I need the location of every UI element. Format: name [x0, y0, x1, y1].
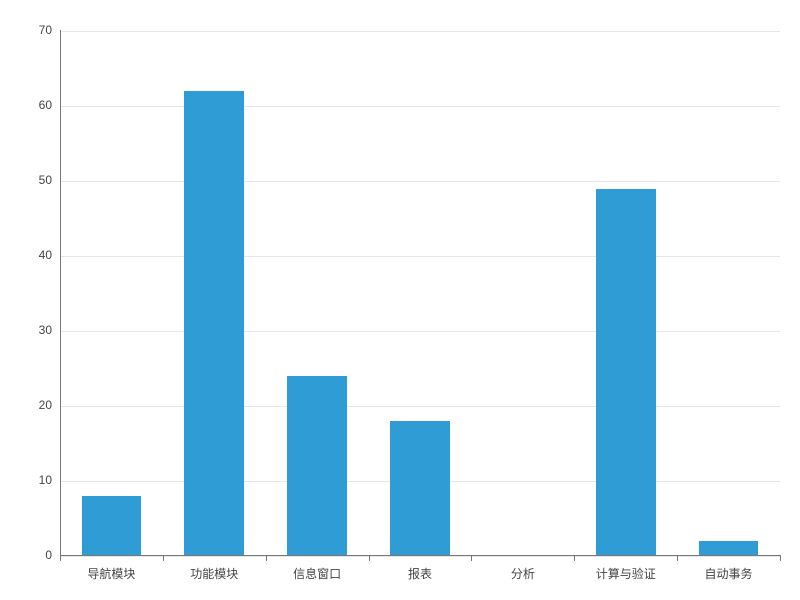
gridline — [60, 406, 780, 407]
x-tick-mark — [266, 555, 267, 561]
x-tick-label: 导航模块 — [87, 565, 135, 582]
gridline — [60, 181, 780, 182]
gridline — [60, 256, 780, 257]
x-tick-label: 计算与验证 — [596, 565, 656, 582]
bar — [184, 91, 244, 556]
x-tick-label: 自动事务 — [705, 565, 753, 582]
bar — [287, 376, 347, 556]
x-tick-label: 报表 — [408, 565, 432, 582]
y-tick-label: 30 — [0, 323, 52, 337]
bar — [596, 189, 656, 557]
y-tick-label: 50 — [0, 173, 52, 187]
x-tick-mark — [163, 555, 164, 561]
x-tick-label: 信息窗口 — [293, 565, 341, 582]
bar — [82, 496, 142, 556]
bar — [390, 421, 450, 556]
gridline — [60, 31, 780, 32]
x-tick-mark — [369, 555, 370, 561]
y-tick-label: 40 — [0, 248, 52, 262]
y-tick-label: 70 — [0, 23, 52, 37]
gridline — [60, 106, 780, 107]
gridline — [60, 331, 780, 332]
x-tick-mark — [60, 555, 61, 561]
x-tick-mark — [780, 555, 781, 561]
gridline — [60, 556, 780, 557]
x-tick-label: 分析 — [511, 565, 535, 582]
plot-area — [60, 30, 780, 556]
y-tick-label: 10 — [0, 473, 52, 487]
y-tick-label: 20 — [0, 398, 52, 412]
x-tick-mark — [574, 555, 575, 561]
bar — [699, 541, 759, 556]
x-tick-mark — [471, 555, 472, 561]
x-tick-mark — [677, 555, 678, 561]
bar-chart: 0 10 20 30 40 50 60 70 导航模块 功能模块 信息窗口 报表 分析 计算与验证 自动事… — [0, 0, 800, 600]
y-axis-line — [60, 30, 61, 555]
y-tick-label: 60 — [0, 98, 52, 112]
x-tick-label: 功能模块 — [190, 565, 238, 582]
x-axis-line — [60, 555, 780, 556]
y-tick-label: 0 — [0, 548, 52, 562]
